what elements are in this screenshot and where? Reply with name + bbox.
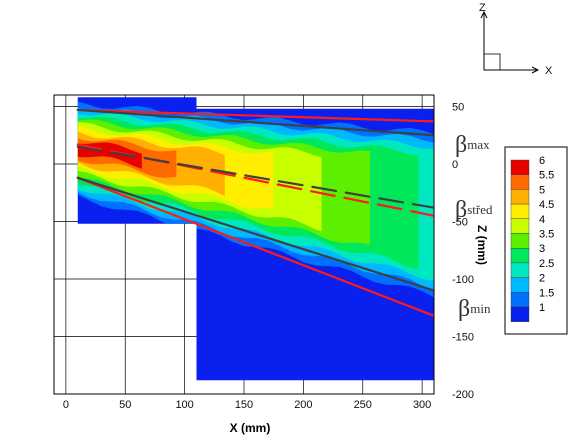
z-tick-label: 0: [452, 159, 458, 171]
x-tick-label: 150: [235, 399, 253, 411]
legend-label: 5.5: [539, 170, 554, 182]
beta-line: [76, 108, 434, 137]
z-tick-label: -150: [452, 332, 474, 344]
z-tick-label: -50: [452, 217, 468, 229]
beta-max-symbol: β: [455, 132, 467, 158]
beta-line: [76, 145, 434, 209]
legend-swatch: [510, 292, 530, 308]
x-tick-label: 0: [63, 399, 69, 411]
y-axis-ticks: 50 0 -50 -100 -150 -200: [452, 102, 474, 402]
svg-text:βmin: βmin: [458, 296, 491, 322]
beta-min-symbol: β: [458, 296, 470, 322]
legend-swatch: [510, 277, 530, 293]
legend-swatch: [510, 262, 530, 278]
beta-line: [76, 176, 434, 292]
y-axis-title: Z (mm): [475, 225, 489, 265]
legend-swatch: [510, 174, 530, 190]
legend-label: 5: [539, 184, 545, 196]
legend-label: 4.5: [539, 199, 554, 211]
triad-vertical-label: Z: [479, 2, 486, 14]
beta-line: [76, 176, 434, 317]
beta-line: [76, 108, 434, 123]
beta-max-subscript: max: [467, 137, 490, 152]
legend-label: 6: [539, 155, 545, 167]
legend-label: 3: [539, 243, 545, 255]
x-tick-label: 100: [175, 399, 193, 411]
legend-swatch: [510, 233, 530, 249]
legend-swatch: [510, 159, 530, 175]
annotation-beta-stred: βstřed: [455, 197, 493, 223]
x-axis-ticks: 0 50 100 150 200 250 300: [63, 399, 431, 411]
svg-text:βmax: βmax: [455, 132, 490, 158]
legend-swatch: [510, 203, 530, 220]
x-tick-label: 250: [354, 399, 372, 411]
beta-lines: [76, 108, 434, 317]
beta-line: [76, 143, 434, 217]
beta-min-subscript: min: [470, 301, 491, 316]
legend-swatch: [510, 218, 530, 234]
annotation-beta-max: βmax: [455, 132, 490, 158]
z-tick-label: -100: [452, 274, 474, 286]
x-tick-label: 50: [119, 399, 131, 411]
svg-text:βstřed: βstřed: [455, 197, 493, 223]
legend-swatch: [510, 247, 530, 264]
legend-label: 3.5: [539, 229, 554, 241]
x-tick-label: 300: [413, 399, 431, 411]
beta-stred-symbol: β: [455, 197, 467, 223]
legend-label: 1.5: [539, 287, 554, 299]
z-tick-label: -200: [452, 389, 474, 401]
beta-stred-subscript: střed: [467, 202, 493, 217]
legend-label: 1: [539, 302, 545, 314]
color-legend: 6 5.5 5 4.5 4 3.5 3 2.5 2 1.5 1: [504, 146, 568, 335]
axes-triad: Z X: [479, 2, 553, 77]
x-axis-title: X (mm): [230, 421, 271, 435]
legend-label: 4: [539, 214, 545, 226]
annotation-beta-min: βmin: [458, 296, 491, 322]
z-tick-label: 50: [452, 102, 464, 114]
legend-swatch: [510, 306, 530, 322]
legend-swatch: [510, 189, 530, 205]
triad-horizontal-label: X: [545, 65, 553, 77]
legend-label: 2: [539, 273, 545, 285]
legend-label: 2.5: [539, 258, 554, 270]
x-tick-label: 200: [294, 399, 312, 411]
